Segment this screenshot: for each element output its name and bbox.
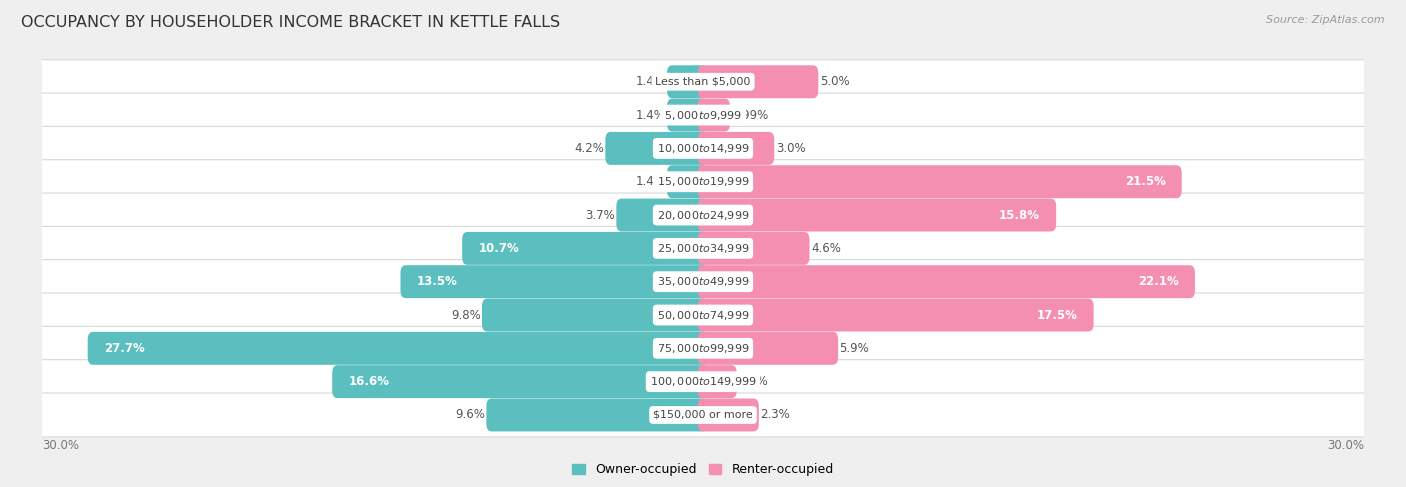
FancyBboxPatch shape [697, 132, 775, 165]
Text: 15.8%: 15.8% [1000, 208, 1040, 222]
Text: 2.3%: 2.3% [761, 409, 790, 421]
Text: 17.5%: 17.5% [1036, 308, 1077, 321]
Text: 30.0%: 30.0% [1327, 439, 1364, 452]
Text: 16.6%: 16.6% [349, 375, 389, 388]
Text: OCCUPANCY BY HOUSEHOLDER INCOME BRACKET IN KETTLE FALLS: OCCUPANCY BY HOUSEHOLDER INCOME BRACKET … [21, 15, 560, 30]
Text: Less than $5,000: Less than $5,000 [655, 77, 751, 87]
FancyBboxPatch shape [31, 260, 1375, 304]
FancyBboxPatch shape [697, 265, 1195, 298]
FancyBboxPatch shape [697, 199, 1056, 231]
Text: $35,000 to $49,999: $35,000 to $49,999 [657, 275, 749, 288]
FancyBboxPatch shape [482, 299, 709, 332]
Text: $10,000 to $14,999: $10,000 to $14,999 [657, 142, 749, 155]
Text: 4.2%: 4.2% [574, 142, 605, 155]
Text: $15,000 to $19,999: $15,000 to $19,999 [657, 175, 749, 188]
FancyBboxPatch shape [697, 65, 818, 98]
Text: $150,000 or more: $150,000 or more [654, 410, 752, 420]
FancyBboxPatch shape [31, 393, 1375, 437]
FancyBboxPatch shape [31, 160, 1375, 204]
Text: $20,000 to $24,999: $20,000 to $24,999 [657, 208, 749, 222]
FancyBboxPatch shape [616, 199, 709, 231]
FancyBboxPatch shape [697, 365, 737, 398]
FancyBboxPatch shape [31, 193, 1375, 237]
FancyBboxPatch shape [606, 132, 709, 165]
Text: 0.99%: 0.99% [731, 109, 769, 122]
Legend: Owner-occupied, Renter-occupied: Owner-occupied, Renter-occupied [568, 458, 838, 482]
Text: 3.0%: 3.0% [776, 142, 806, 155]
FancyBboxPatch shape [332, 365, 709, 398]
FancyBboxPatch shape [666, 99, 709, 131]
Text: 4.6%: 4.6% [811, 242, 841, 255]
Text: $75,000 to $99,999: $75,000 to $99,999 [657, 342, 749, 355]
Text: 9.8%: 9.8% [451, 308, 481, 321]
FancyBboxPatch shape [486, 398, 709, 431]
Text: 1.4%: 1.4% [636, 75, 665, 88]
FancyBboxPatch shape [31, 93, 1375, 137]
Text: 1.3%: 1.3% [738, 375, 768, 388]
Text: 21.5%: 21.5% [1125, 175, 1166, 188]
Text: $25,000 to $34,999: $25,000 to $34,999 [657, 242, 749, 255]
Text: 27.7%: 27.7% [104, 342, 145, 355]
FancyBboxPatch shape [697, 332, 838, 365]
FancyBboxPatch shape [31, 60, 1375, 104]
FancyBboxPatch shape [697, 299, 1094, 332]
FancyBboxPatch shape [666, 165, 709, 198]
Text: $5,000 to $9,999: $5,000 to $9,999 [664, 109, 742, 122]
Text: 5.9%: 5.9% [839, 342, 869, 355]
FancyBboxPatch shape [31, 360, 1375, 404]
Text: 1.4%: 1.4% [636, 175, 665, 188]
FancyBboxPatch shape [697, 165, 1181, 198]
Text: 9.6%: 9.6% [456, 409, 485, 421]
FancyBboxPatch shape [31, 127, 1375, 170]
Text: 10.7%: 10.7% [478, 242, 519, 255]
Text: 22.1%: 22.1% [1137, 275, 1178, 288]
Text: 5.0%: 5.0% [820, 75, 849, 88]
FancyBboxPatch shape [31, 293, 1375, 337]
FancyBboxPatch shape [87, 332, 709, 365]
Text: 13.5%: 13.5% [416, 275, 457, 288]
FancyBboxPatch shape [697, 398, 759, 431]
FancyBboxPatch shape [697, 232, 810, 265]
FancyBboxPatch shape [31, 326, 1375, 370]
Text: Source: ZipAtlas.com: Source: ZipAtlas.com [1267, 15, 1385, 25]
FancyBboxPatch shape [401, 265, 709, 298]
FancyBboxPatch shape [463, 232, 709, 265]
FancyBboxPatch shape [666, 65, 709, 98]
Text: $100,000 to $149,999: $100,000 to $149,999 [650, 375, 756, 388]
Text: 30.0%: 30.0% [42, 439, 79, 452]
Text: 3.7%: 3.7% [585, 208, 614, 222]
Text: 1.4%: 1.4% [636, 109, 665, 122]
FancyBboxPatch shape [31, 226, 1375, 270]
FancyBboxPatch shape [697, 99, 730, 131]
Text: $50,000 to $74,999: $50,000 to $74,999 [657, 308, 749, 321]
